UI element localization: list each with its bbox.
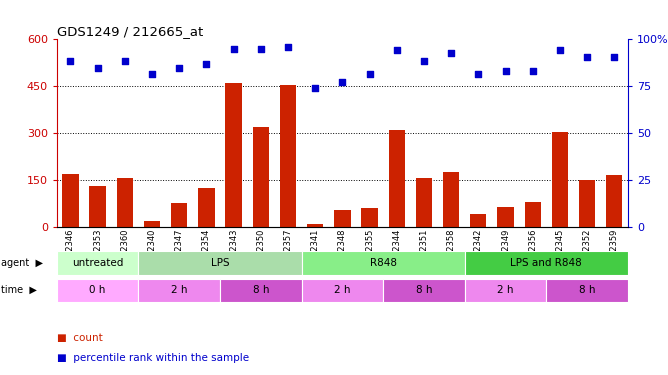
- Bar: [546, 279, 628, 302]
- Bar: [280, 85, 296, 227]
- Point: [174, 64, 184, 70]
- Bar: [470, 214, 486, 227]
- Point: [201, 62, 212, 68]
- Bar: [389, 130, 405, 227]
- Bar: [220, 279, 301, 302]
- Point: [473, 71, 484, 77]
- Bar: [498, 207, 514, 227]
- Bar: [138, 251, 301, 274]
- Point: [609, 54, 620, 60]
- Text: LPS and R848: LPS and R848: [510, 258, 582, 268]
- Text: 8 h: 8 h: [579, 285, 595, 295]
- Text: 2 h: 2 h: [171, 285, 188, 295]
- Bar: [57, 251, 138, 274]
- Text: 2 h: 2 h: [497, 285, 514, 295]
- Text: 0 h: 0 h: [90, 285, 106, 295]
- Point: [391, 47, 402, 53]
- Text: GDS1249 / 212665_at: GDS1249 / 212665_at: [57, 25, 203, 38]
- Bar: [138, 279, 220, 302]
- Text: ■  percentile rank within the sample: ■ percentile rank within the sample: [57, 353, 249, 363]
- Point: [419, 58, 430, 64]
- Bar: [552, 132, 568, 227]
- Bar: [361, 208, 377, 227]
- Bar: [301, 251, 465, 274]
- Point: [147, 71, 158, 77]
- Point: [283, 44, 293, 50]
- Bar: [198, 188, 214, 227]
- Text: 8 h: 8 h: [253, 285, 269, 295]
- Text: 8 h: 8 h: [415, 285, 432, 295]
- Bar: [171, 203, 187, 227]
- Point: [554, 47, 565, 53]
- Bar: [579, 180, 595, 227]
- Bar: [90, 186, 106, 227]
- Point: [310, 85, 321, 91]
- Point: [255, 46, 266, 52]
- Bar: [301, 279, 383, 302]
- Point: [364, 71, 375, 77]
- Bar: [524, 202, 541, 227]
- Text: R848: R848: [369, 258, 397, 268]
- Text: time  ▶: time ▶: [1, 285, 37, 295]
- Bar: [57, 279, 138, 302]
- Bar: [334, 210, 351, 227]
- Point: [500, 68, 511, 74]
- Bar: [117, 178, 133, 227]
- Point: [528, 68, 538, 74]
- Point: [120, 58, 130, 64]
- Bar: [443, 172, 460, 227]
- Bar: [144, 221, 160, 227]
- Point: [92, 64, 103, 70]
- Point: [228, 46, 239, 52]
- Text: agent  ▶: agent ▶: [1, 258, 43, 268]
- Point: [337, 79, 347, 85]
- Point: [582, 54, 593, 60]
- Bar: [253, 127, 269, 227]
- Bar: [415, 178, 432, 227]
- Text: untreated: untreated: [72, 258, 124, 268]
- Bar: [225, 83, 242, 227]
- Bar: [465, 279, 546, 302]
- Bar: [307, 224, 323, 227]
- Point: [65, 58, 75, 64]
- Point: [446, 51, 456, 57]
- Bar: [606, 176, 623, 227]
- Bar: [383, 279, 465, 302]
- Bar: [465, 251, 628, 274]
- Text: ■  count: ■ count: [57, 333, 102, 342]
- Text: LPS: LPS: [210, 258, 229, 268]
- Text: 2 h: 2 h: [334, 285, 351, 295]
- Bar: [62, 174, 79, 227]
